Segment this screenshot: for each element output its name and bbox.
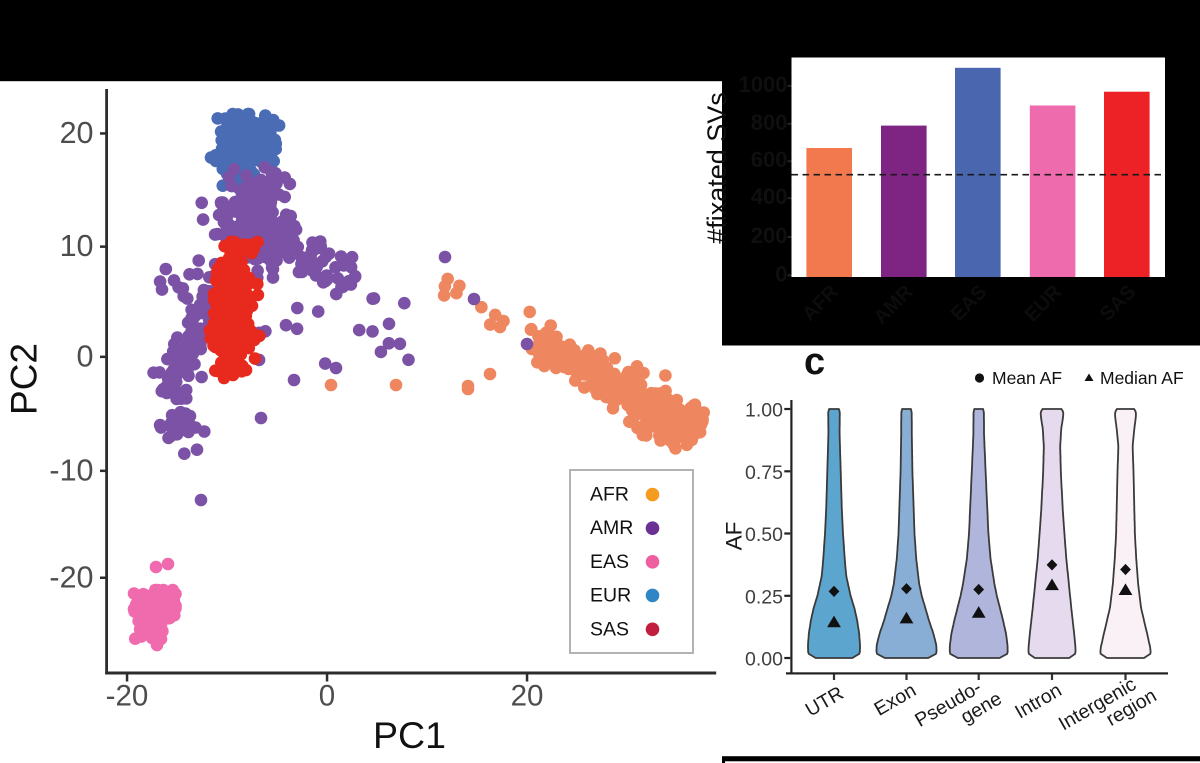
- svg-text:EUR: EUR: [590, 584, 631, 606]
- svg-text:SAS: SAS: [590, 618, 629, 640]
- svg-text:-10: -10: [49, 453, 93, 487]
- svg-text:-20: -20: [106, 680, 149, 713]
- svg-text:0.50: 0.50: [745, 524, 783, 546]
- svg-text:-20: -20: [49, 560, 93, 594]
- svg-text:200: 200: [751, 223, 788, 248]
- svg-text:#fixated SVs: #fixated SVs: [702, 92, 732, 244]
- svg-text:0: 0: [77, 339, 94, 373]
- svg-text:1.00: 1.00: [745, 400, 783, 422]
- svg-text:AMR: AMR: [590, 517, 633, 539]
- svg-text:10: 10: [60, 229, 94, 263]
- svg-text:PC2: PC2: [4, 343, 45, 415]
- svg-text:EAS: EAS: [590, 551, 629, 573]
- svg-text:400: 400: [751, 184, 788, 209]
- svg-text:1000: 1000: [739, 72, 788, 97]
- svg-text:0: 0: [319, 680, 335, 713]
- svg-text:0: 0: [775, 261, 787, 286]
- svg-text:0.25: 0.25: [745, 586, 783, 608]
- svg-text:Median AF: Median AF: [1100, 368, 1184, 388]
- svg-text:Mean AF: Mean AF: [992, 368, 1062, 388]
- svg-text:20: 20: [60, 116, 94, 150]
- svg-text:PC1: PC1: [373, 714, 446, 756]
- svg-text:0.75: 0.75: [745, 462, 783, 484]
- svg-text:AF: AF: [722, 522, 747, 551]
- svg-text:600: 600: [751, 147, 788, 172]
- svg-text:20: 20: [511, 680, 544, 713]
- svg-text:AFR: AFR: [590, 484, 629, 506]
- svg-text:800: 800: [751, 110, 788, 135]
- svg-text:0.00: 0.00: [745, 649, 783, 671]
- svg-text:c: c: [804, 341, 825, 383]
